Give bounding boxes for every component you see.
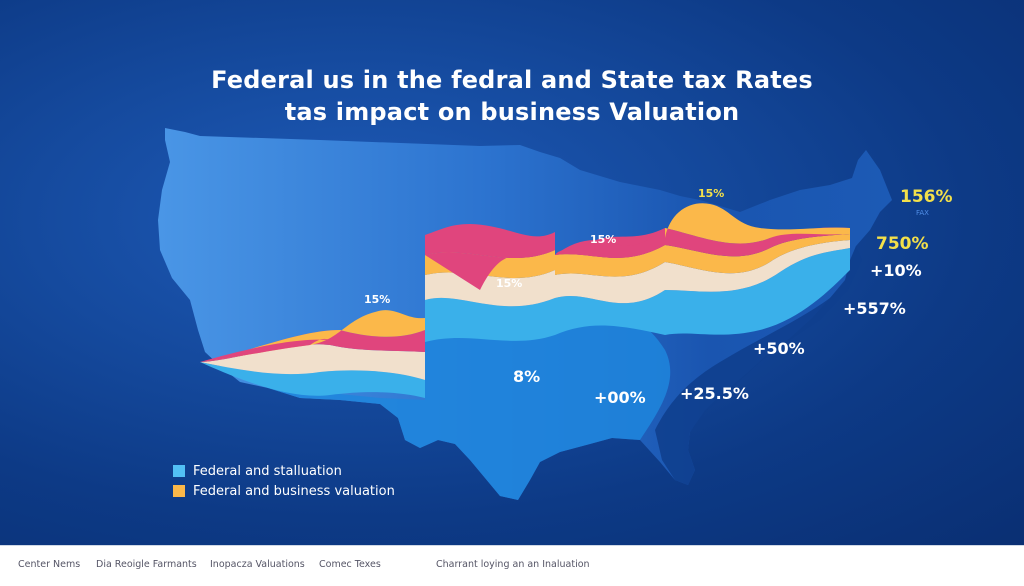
annotation-label: 15% [364, 293, 391, 306]
legend-label: Federal and business valuation [193, 483, 395, 499]
annotation-label: 15% [496, 277, 523, 290]
footer-link[interactable]: Inopacza Valuations [210, 559, 305, 570]
annotation-label: 8% [513, 367, 541, 386]
annotation-label: +10% [870, 261, 922, 280]
annotation-label: 750% [876, 234, 929, 254]
band-lightblue [555, 290, 665, 335]
stream-bands [200, 203, 850, 398]
legend-item: Federal and stalluation [173, 461, 395, 481]
band-lightblue [200, 362, 425, 398]
band-orange [555, 245, 665, 277]
annotation-label: 156% [900, 187, 953, 207]
annotation-label: +00% [594, 388, 646, 407]
band-orange [665, 234, 850, 274]
legend-swatch-orange [173, 485, 185, 497]
annotation-label: +25.5% [680, 384, 749, 403]
annotation-label: 15% [698, 187, 725, 200]
legend-item: Federal and business valuation [173, 481, 395, 501]
footer-bar: Center Nems Dia Reoigle Farmants Inopacz… [0, 545, 1024, 586]
band-pink-top [425, 224, 555, 259]
band-pink [425, 250, 555, 290]
annotation-label: +50% [753, 339, 805, 358]
band-pink-top [200, 338, 330, 362]
footer-link[interactable]: Dia Reoigle Farmants [96, 559, 197, 570]
chart-subtitle: tas impact on business Valuation [284, 98, 740, 126]
footer-link[interactable]: Comec Texes [319, 559, 381, 570]
band-pink-top [555, 228, 665, 258]
annotation-label: +557% [843, 299, 906, 318]
southeast-region [655, 246, 862, 485]
annotation-label: FAX [916, 209, 929, 217]
legend-swatch-lightblue [173, 465, 185, 477]
band-cream [555, 262, 665, 304]
chart-title: Federal us in the fedral and State tax R… [211, 66, 813, 94]
texas-region [250, 310, 671, 500]
chart-legend: Federal and stalluation Federal and busi… [173, 461, 395, 501]
band-lightblue [425, 297, 555, 342]
chart-canvas: Federal us in the fedral and State tax R… [0, 0, 1024, 545]
band-pink [200, 330, 425, 362]
annotation-label: 15% [590, 233, 617, 246]
band-cream [425, 270, 555, 307]
footer-link[interactable]: Center Nems [18, 559, 81, 570]
us-map-chart [158, 128, 892, 500]
band-orange-peak [665, 203, 850, 244]
band-cream [665, 240, 850, 292]
footer-link[interactable]: Charrant loying an an Inaluation [436, 559, 590, 570]
band-pink [665, 227, 850, 257]
band-lightblue [665, 248, 850, 335]
legend-label: Federal and stalluation [193, 463, 342, 479]
